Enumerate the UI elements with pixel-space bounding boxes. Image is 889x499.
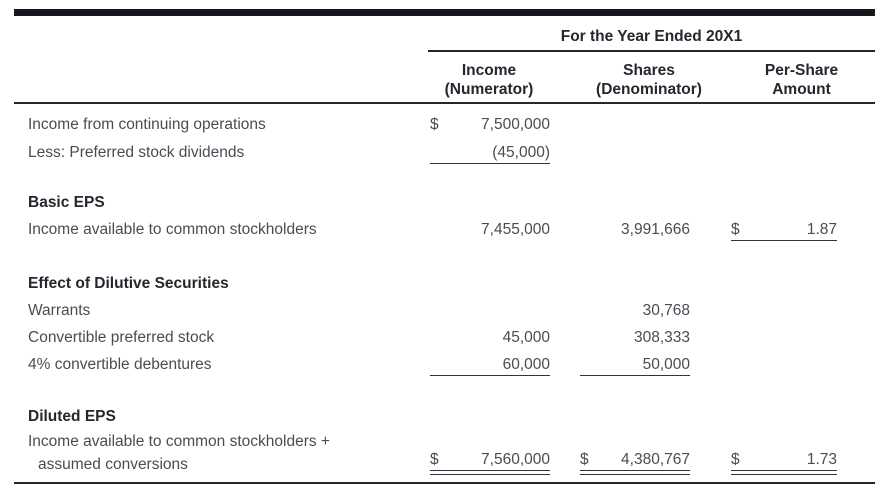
- section-title: Diluted EPS: [28, 408, 116, 425]
- income-value: 7,455,000: [481, 221, 550, 238]
- table-row: Less: Preferred stock dividends (45,000): [14, 139, 875, 167]
- section-header-row: Basic EPS: [14, 189, 875, 216]
- income-value: 45,000: [502, 329, 550, 346]
- column-header-income-line2: (Numerator): [444, 81, 534, 98]
- column-header-income-line1: Income: [461, 62, 517, 79]
- shares-value: 4,380,767: [621, 451, 690, 468]
- column-header-shares-line1: Shares: [623, 62, 675, 79]
- income-cell: 7,455,000: [414, 216, 564, 246]
- shares-cell: [564, 139, 712, 167]
- row-spacer: [14, 246, 875, 270]
- currency-symbol: $: [430, 116, 439, 133]
- per-share-value: 1.87: [806, 221, 837, 238]
- income-value: 60,000: [502, 356, 550, 373]
- income-value: 7,560,000: [481, 451, 550, 468]
- shares-cell: [564, 111, 712, 139]
- row-label: Income available to common stockholders: [28, 221, 317, 238]
- top-border-rule: [14, 9, 875, 16]
- per-share-cell: [712, 351, 875, 379]
- row-label: Convertible preferred stock: [28, 329, 215, 346]
- spanner-header: For the Year Ended 20X1: [428, 16, 875, 52]
- section-title: Basic EPS: [28, 194, 105, 211]
- income-cell: 60,000: [414, 351, 564, 379]
- per-share-cell: $ 1.87: [712, 216, 875, 246]
- currency-symbol: $: [731, 221, 740, 238]
- column-header-per-share: Per-Share Amount: [712, 61, 875, 99]
- table-body: Income from continuing operations $ 7,50…: [14, 104, 875, 476]
- shares-value: 3,991,666: [621, 221, 690, 238]
- row-label: 4% convertible debentures: [28, 356, 212, 373]
- header-rule: [14, 102, 875, 104]
- per-share-cell: $ 1.73: [712, 430, 875, 476]
- column-header-income: Income (Numerator): [414, 61, 564, 99]
- per-share-cell: [712, 324, 875, 351]
- income-value: 7,500,000: [481, 116, 550, 133]
- table-row: Convertible preferred stock 45,000 308,3…: [14, 324, 875, 351]
- shares-value: 30,768: [642, 302, 690, 319]
- income-cell: $ 7,500,000: [414, 111, 564, 139]
- bottom-rule: [14, 482, 875, 484]
- column-header-shares-line2: (Denominator): [596, 81, 702, 98]
- row-spacer: [14, 379, 875, 403]
- table-row-total: Income available to common stockholders …: [14, 430, 875, 476]
- currency-symbol: $: [430, 451, 439, 468]
- per-share-value: 1.73: [806, 451, 837, 468]
- income-cell: (45,000): [414, 139, 564, 167]
- row-label-line1: Income available to common stockholders …: [28, 433, 330, 450]
- shares-cell: $ 4,380,767: [564, 430, 712, 476]
- income-value: (45,000): [492, 144, 550, 161]
- currency-symbol: $: [580, 451, 589, 468]
- shares-cell: 30,768: [564, 297, 712, 324]
- table-row: Income from continuing operations $ 7,50…: [14, 111, 875, 139]
- row-label: Income from continuing operations: [28, 116, 266, 133]
- row-label: Income available to common stockholders …: [14, 430, 414, 476]
- shares-cell: 50,000: [564, 351, 712, 379]
- section-header-row: Effect of Dilutive Securities: [14, 270, 875, 297]
- shares-cell: 308,333: [564, 324, 712, 351]
- per-share-cell: [712, 297, 875, 324]
- shares-value: 50,000: [642, 356, 690, 373]
- eps-schedule-table: For the Year Ended 20X1 Income (Numerato…: [0, 9, 889, 484]
- table-row: Income available to common stockholders …: [14, 216, 875, 246]
- section-header-row: Diluted EPS: [14, 403, 875, 430]
- table-row: 4% convertible debentures 60,000 50,000: [14, 351, 875, 379]
- table-row: Warrants 30,768: [14, 297, 875, 324]
- shares-value: 308,333: [633, 329, 690, 346]
- section-title: Effect of Dilutive Securities: [28, 275, 229, 292]
- per-share-cell: [712, 111, 875, 139]
- column-header-per-share-line2: Amount: [772, 81, 831, 98]
- row-label: Warrants: [28, 302, 91, 319]
- row-label-line2: assumed conversions: [38, 456, 188, 473]
- per-share-cell: [712, 139, 875, 167]
- column-header-per-share-line1: Per-Share: [764, 62, 839, 79]
- income-cell: [414, 297, 564, 324]
- column-header-row: Income (Numerator) Shares (Denominator) …: [14, 52, 875, 102]
- currency-symbol: $: [731, 451, 740, 468]
- income-cell: $ 7,560,000: [414, 430, 564, 476]
- income-cell: 45,000: [414, 324, 564, 351]
- shares-cell: 3,991,666: [564, 216, 712, 246]
- row-label: Less: Preferred stock dividends: [28, 144, 245, 161]
- column-header-shares: Shares (Denominator): [564, 61, 712, 99]
- row-spacer: [14, 167, 875, 189]
- label-column-spacer: [14, 61, 414, 99]
